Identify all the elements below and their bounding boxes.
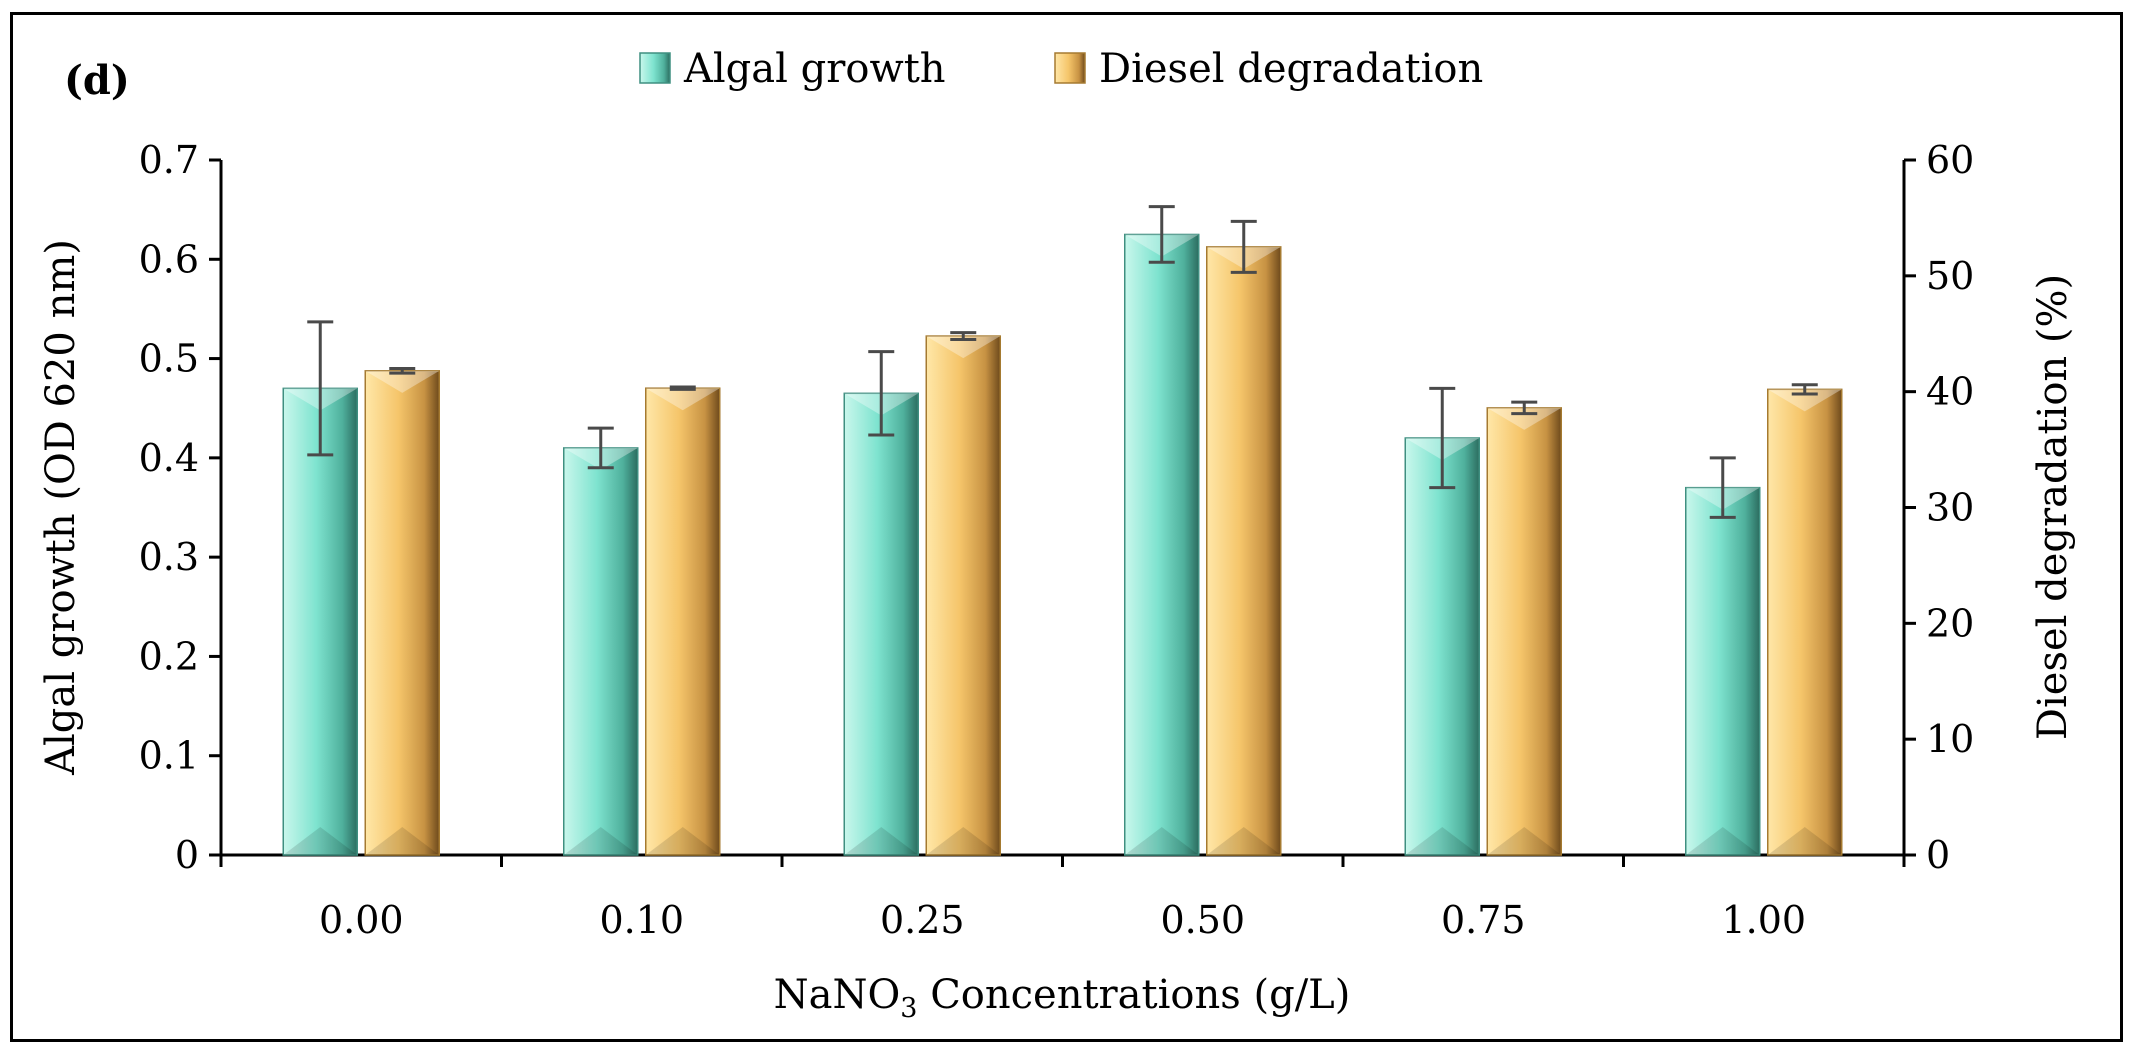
y-tick-left-label: 0.1 bbox=[139, 734, 199, 778]
bar-diesel-degradation bbox=[645, 387, 721, 856]
y-axis-right-label: Diesel degradation (%) bbox=[2030, 274, 2076, 740]
bar-top-bevel bbox=[1767, 389, 1842, 412]
bar-algal-growth bbox=[843, 392, 919, 856]
bar-algal-growth bbox=[1404, 437, 1480, 856]
bar-diesel-degradation bbox=[1486, 407, 1562, 856]
bar-bottom-bevel bbox=[1206, 827, 1281, 855]
bar-bottom-bevel bbox=[645, 827, 720, 855]
x-tick-label: 0.25 bbox=[880, 898, 965, 942]
bar-top-bevel bbox=[645, 388, 720, 411]
bar-bottom-bevel bbox=[1124, 827, 1199, 855]
bar-bottom-bevel bbox=[1405, 827, 1480, 855]
x-axis-label: NaNO3 Concentrations (g/L) bbox=[774, 972, 1351, 1024]
bar-bottom-bevel bbox=[283, 827, 358, 855]
bar-top-bevel bbox=[1487, 407, 1562, 430]
y-tick-left-label: 0 bbox=[175, 833, 199, 877]
bar-top-bevel bbox=[365, 370, 440, 393]
y-ticks-left: 0 0.1 0.2 0.3 0.4 0.5 0.6 0.7 bbox=[139, 138, 221, 877]
panel-label: (d) bbox=[64, 57, 130, 104]
y-axis-left-label: Algal growth (OD 620 nm) bbox=[38, 239, 84, 776]
bar-algal-growth bbox=[563, 447, 639, 856]
x-axis-label-rest: Concentrations (g/L) bbox=[917, 972, 1350, 1018]
y-tick-left-label: 0.7 bbox=[139, 138, 199, 182]
y-tick-right-label: 50 bbox=[1926, 254, 1974, 298]
bar-diesel-degradation bbox=[925, 335, 1001, 856]
y-tick-right-label: 20 bbox=[1926, 601, 1974, 645]
bar-bottom-bevel bbox=[1487, 827, 1562, 855]
bar-bottom-bevel bbox=[563, 827, 638, 855]
x-tick-label: 0.10 bbox=[599, 898, 684, 942]
y-tick-left-label: 0.5 bbox=[139, 337, 199, 381]
bar-algal-growth bbox=[1685, 486, 1761, 856]
x-ticks: 0.00 0.10 0.25 0.50 0.75 1.00 bbox=[219, 855, 1906, 942]
y-tick-left-label: 0.4 bbox=[139, 436, 199, 480]
error-bars bbox=[307, 205, 1818, 519]
bar-bottom-bevel bbox=[844, 827, 919, 855]
y-ticks-right: 0 10 20 30 40 50 60 bbox=[1904, 138, 1974, 877]
bar-bottom-bevel bbox=[1767, 827, 1842, 855]
x-tick-label: 0.00 bbox=[319, 898, 404, 942]
y-tick-right-label: 10 bbox=[1926, 717, 1974, 761]
y-tick-right-label: 0 bbox=[1926, 833, 1950, 877]
y-tick-left-label: 0.3 bbox=[139, 535, 199, 579]
x-axis-label-main: NaNO bbox=[774, 972, 901, 1018]
y-tick-left-label: 0.2 bbox=[139, 634, 199, 678]
legend-swatch-algal bbox=[639, 52, 671, 84]
x-tick-label: 0.75 bbox=[1441, 898, 1526, 942]
bar-algal-growth bbox=[1124, 233, 1200, 856]
bar-bottom-bevel bbox=[365, 827, 440, 855]
legend: Algal growth Diesel degradation bbox=[639, 46, 1483, 92]
bar-diesel-degradation bbox=[364, 370, 440, 856]
x-tick-label: 0.50 bbox=[1160, 898, 1245, 942]
bar-bottom-bevel bbox=[1685, 827, 1760, 855]
x-axis-label-subscript: 3 bbox=[900, 993, 917, 1024]
legend-label-diesel: Diesel degradation bbox=[1099, 46, 1483, 92]
bar-diesel-degradation bbox=[1206, 246, 1282, 856]
y-tick-right-label: 40 bbox=[1926, 370, 1974, 414]
y-tick-right-label: 30 bbox=[1926, 486, 1974, 530]
x-tick-label: 1.00 bbox=[1721, 898, 1806, 942]
legend-label-algal: Algal growth bbox=[683, 46, 946, 92]
bar-top-bevel bbox=[926, 336, 1001, 359]
y-tick-left-label: 0.6 bbox=[139, 237, 199, 281]
bars bbox=[282, 233, 1843, 856]
legend-swatch-diesel bbox=[1054, 52, 1086, 84]
bar-algal-growth bbox=[282, 387, 358, 856]
y-tick-right-label: 60 bbox=[1926, 138, 1974, 182]
bar-bottom-bevel bbox=[926, 827, 1001, 855]
bar-diesel-degradation bbox=[1767, 388, 1843, 856]
